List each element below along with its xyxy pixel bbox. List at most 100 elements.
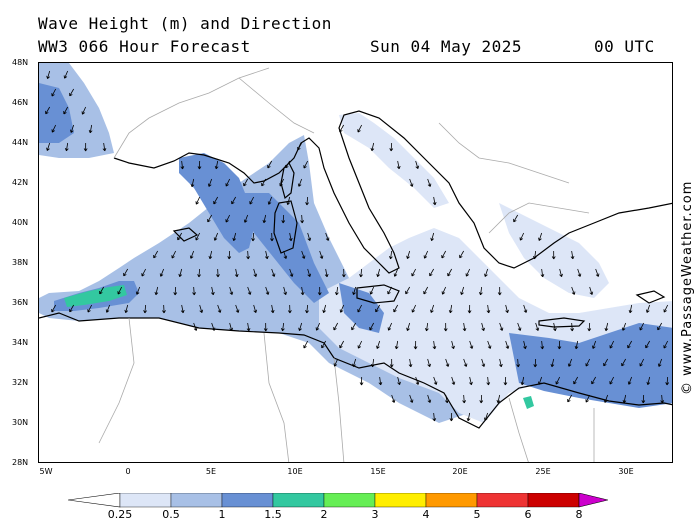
wave-arrow [214, 160, 219, 170]
wave-arrow [427, 394, 432, 403]
wave-arrow [177, 232, 183, 241]
wave-arrow [665, 376, 670, 386]
wave-arrow [375, 304, 381, 313]
wave-arrow [64, 142, 69, 152]
legend-label-2: 2 [320, 508, 328, 521]
wave-arrow [298, 322, 303, 331]
wave-arrow [88, 124, 93, 134]
wave-arrow [519, 232, 525, 241]
wave-arrow [253, 268, 258, 277]
lon-label-0: 0 [125, 467, 131, 476]
wave-arrow [496, 394, 501, 404]
wave-arrow [117, 286, 123, 295]
wave-arrow [591, 376, 597, 385]
wave-arrow [189, 250, 195, 259]
wave-map-canvas [39, 63, 672, 462]
wave-arrow [243, 178, 249, 187]
wave-arrow [481, 358, 486, 367]
wave-arrow [193, 322, 198, 331]
wave-arrow [303, 340, 309, 349]
wave-arrow [213, 196, 219, 205]
wave-arrow [447, 268, 453, 277]
wave-arrow [523, 340, 527, 350]
wave-arrow [307, 232, 312, 241]
wave-arrow [45, 106, 51, 115]
wave-arrow [432, 196, 437, 206]
legend-swatch-0 [68, 493, 121, 508]
wave-arrow [197, 268, 201, 278]
wave-map[interactable] [38, 62, 673, 463]
lat-label-34n: 34N [12, 338, 29, 347]
wave-arrow [462, 322, 467, 332]
wave-arrow [523, 304, 528, 313]
lat-label-38n: 38N [12, 258, 29, 267]
legend-swatch-1 [119, 493, 172, 508]
wave-arrow [208, 250, 213, 260]
wave-arrow [639, 358, 645, 367]
wave-arrow [533, 358, 538, 368]
wave-arrow [357, 304, 363, 313]
wave-arrow [305, 196, 309, 206]
legend-swatch-7 [425, 493, 478, 508]
wave-arrow [190, 178, 195, 188]
wave-arrow [570, 322, 575, 332]
wave-arrow [433, 376, 438, 385]
wave-arrow [391, 394, 396, 403]
wave-arrow [180, 304, 185, 314]
wave-arrow [571, 286, 576, 295]
wave-arrow [427, 358, 431, 368]
wave-arrow [123, 268, 129, 277]
wave-arrow [557, 340, 562, 350]
wave-arrow [303, 160, 309, 169]
wave-arrow [195, 232, 201, 241]
wave-arrow [445, 358, 450, 367]
wave-arrow [423, 250, 429, 259]
wave-arrow [387, 322, 393, 331]
wave-arrow [279, 178, 285, 187]
lon-label-5e: 5E [205, 467, 217, 476]
wave-arrow [430, 304, 435, 313]
wave-arrow [231, 196, 237, 205]
wave-arrow [261, 178, 267, 187]
wave-arrow [641, 394, 646, 404]
wave-arrow [339, 124, 345, 133]
wave-arrow [207, 178, 213, 187]
lon-label-10e: 10E [287, 467, 303, 476]
wave-arrow [225, 214, 231, 223]
wave-arrow [574, 340, 579, 350]
legend-label-4: 4 [422, 508, 430, 521]
wave-arrow [162, 304, 166, 314]
wave-height-legend [68, 493, 608, 508]
wave-arrow [376, 268, 381, 278]
wave-arrow [627, 340, 633, 349]
wave-arrow [359, 268, 363, 278]
wave-arrow [288, 232, 293, 242]
wave-arrow [178, 268, 183, 278]
wave-arrow [225, 178, 231, 187]
wave-arrow [370, 358, 375, 368]
wave-arrow [339, 304, 345, 313]
wave-arrow [585, 358, 591, 367]
wave-height-field [39, 63, 672, 423]
wave-arrow [229, 322, 233, 332]
wave-arrow [69, 304, 75, 313]
wave-arrow [591, 340, 597, 349]
wave-arrow [262, 214, 267, 224]
wave-arrow [540, 268, 545, 278]
wave-arrow [247, 286, 252, 295]
wave-arrow [210, 286, 215, 296]
wave-arrow [505, 340, 510, 349]
wave-arrow [621, 358, 627, 367]
wave-arrow [141, 268, 147, 277]
legend-label-8: 8 [575, 508, 583, 521]
wave-arrow [280, 322, 285, 332]
wave-arrow [537, 376, 543, 385]
wave-arrow [357, 340, 363, 349]
lon-label-20e: 20E [452, 467, 468, 476]
wave-arrow [587, 322, 592, 332]
forecast-subtitle: WW3 066 Hour Forecast [38, 37, 251, 56]
wave-arrow [46, 70, 51, 79]
wave-arrow [376, 340, 381, 349]
lon-label-25e: 25E [535, 467, 551, 476]
wave-arrow [451, 340, 455, 350]
